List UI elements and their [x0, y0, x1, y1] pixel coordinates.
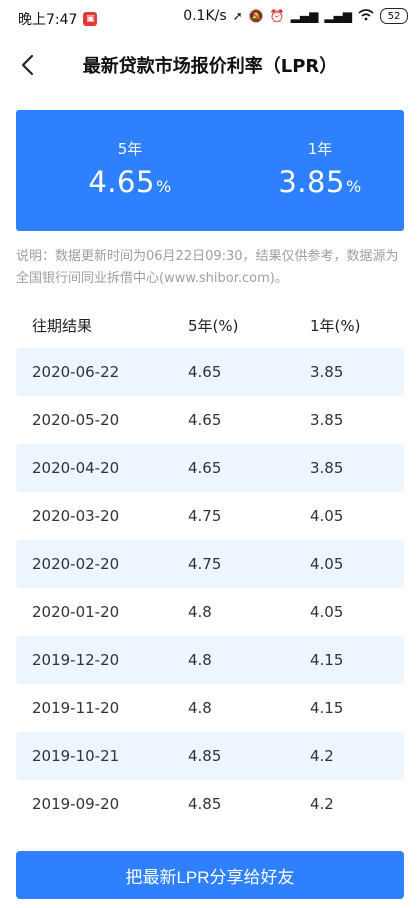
one-year-value: 3.85: [278, 165, 345, 199]
five-year-label: 5年: [117, 140, 143, 158]
row-date: 2020-05-20: [32, 411, 120, 429]
one-year-value-block: 3.85%: [240, 165, 400, 199]
five-year-unit: %: [155, 177, 172, 196]
battery-icon: 52: [380, 8, 408, 24]
table-row: 2019-12-20 4.8 4.15: [16, 636, 404, 684]
row-date: 2020-06-22: [32, 363, 120, 381]
app-header: 最新贷款市场报价利率（LPR）: [0, 36, 420, 94]
back-button[interactable]: [12, 50, 42, 80]
row-date: 2019-09-20: [32, 795, 120, 813]
table-row: 2020-05-20 4.65 3.85: [16, 396, 404, 444]
data-source-note: 说明：数据更新时间为06月22日09:30，结果仅供参考，数据源为全国银行间同业…: [16, 249, 399, 286]
row-one-year: 4.05: [310, 507, 344, 525]
table-row: 2020-02-20 4.75 4.05: [16, 540, 404, 588]
row-five-year: 4.65: [188, 363, 222, 381]
status-time: 晚上7:47: [18, 12, 78, 28]
five-year-value-block: 4.65%: [50, 165, 210, 199]
row-five-year: 4.8: [188, 699, 212, 717]
signal-icon: ▂▄▆: [290, 9, 319, 23]
table-row: 2020-03-20 4.75 4.05: [16, 492, 404, 540]
header-one-year: 1年(%): [310, 317, 361, 335]
row-five-year: 4.65: [188, 459, 222, 477]
row-one-year: 3.85: [310, 459, 344, 477]
status-bar: 晚上7:47 ▣ 0.1K/s ➚ 🔕 ⏰ ▂▄▆ ▂▄▆ 52: [0, 0, 420, 36]
table-header: 往期结果 5年(%) 1年(%): [16, 305, 404, 345]
row-one-year: 3.85: [310, 411, 344, 429]
row-date: 2019-11-20: [32, 699, 120, 717]
one-year-rate: 1年 3.85%: [240, 138, 400, 199]
row-one-year: 4.2: [310, 747, 334, 765]
one-year-unit: %: [345, 177, 362, 196]
table-row: 2019-11-20 4.8 4.15: [16, 684, 404, 732]
one-year-label: 1年: [307, 140, 333, 158]
signal-icon-2: ▂▄▆: [324, 9, 352, 23]
row-five-year: 4.8: [188, 603, 212, 621]
notification-app-icon: ▣: [83, 12, 98, 26]
wifi-icon: [358, 8, 374, 24]
row-five-year: 4.75: [188, 555, 222, 573]
table-row: 2020-06-22 4.65 3.85: [16, 348, 404, 396]
five-year-rate: 5年 4.65%: [50, 138, 210, 199]
page-title: 最新贷款市场报价利率（LPR）: [82, 56, 338, 77]
row-date: 2019-10-21: [32, 747, 120, 765]
header-five-year: 5年(%): [188, 317, 239, 335]
table-row: 2019-10-21 4.85 4.2: [16, 732, 404, 780]
table-row: 2020-04-20 4.65 3.85: [16, 444, 404, 492]
row-one-year: 4.05: [310, 555, 344, 573]
chevron-left-icon: [21, 54, 34, 76]
network-speed: 0.1K/s: [183, 8, 227, 24]
five-year-value: 4.65: [88, 165, 155, 199]
row-five-year: 4.85: [188, 795, 222, 813]
row-date: 2020-02-20: [32, 555, 120, 573]
current-rate-card: 5年 4.65% 1年 3.85%: [16, 110, 404, 231]
row-five-year: 4.75: [188, 507, 222, 525]
row-five-year: 4.65: [188, 411, 222, 429]
row-one-year: 4.2: [310, 795, 334, 813]
row-one-year: 3.85: [310, 363, 344, 381]
row-one-year: 4.05: [310, 603, 344, 621]
history-table: 2020-06-22 4.65 3.85 2020-05-20 4.65 3.8…: [16, 348, 404, 828]
table-row: 2020-01-20 4.8 4.05: [16, 588, 404, 636]
row-date: 2019-12-20: [32, 651, 120, 669]
share-lpr-button[interactable]: 把最新LPR分享给好友: [16, 851, 404, 899]
row-one-year: 4.15: [310, 651, 344, 669]
mute-icon: 🔕: [248, 9, 264, 23]
row-date: 2020-01-20: [32, 603, 120, 621]
row-five-year: 4.85: [188, 747, 222, 765]
alarm-icon: ⏰: [269, 9, 285, 23]
row-date: 2020-03-20: [32, 507, 120, 525]
header-history: 往期结果: [32, 317, 93, 335]
row-five-year: 4.8: [188, 651, 212, 669]
location-arrow-icon: ➚: [232, 9, 243, 23]
table-row: 2019-09-20 4.85 4.2: [16, 780, 404, 828]
row-date: 2020-04-20: [32, 459, 120, 477]
row-one-year: 4.15: [310, 699, 344, 717]
